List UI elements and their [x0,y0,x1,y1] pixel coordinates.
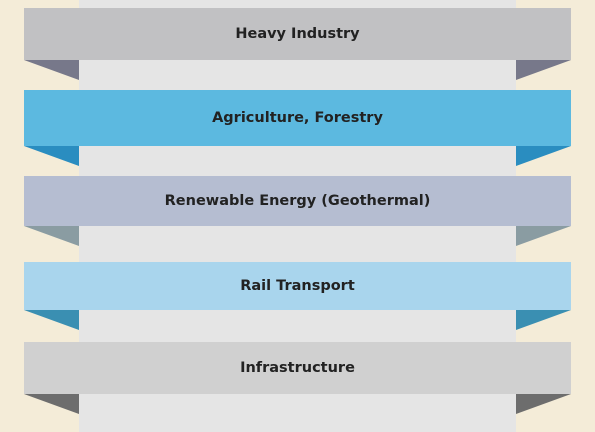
banner-label: Infrastructure [240,360,355,376]
fold-left [24,146,79,166]
banner-label: Heavy Industry [235,26,360,42]
fold-left [24,310,79,330]
banner [24,262,571,310]
banner [24,176,571,226]
fold-left [24,226,79,246]
fold-right [516,146,571,166]
fold-left [24,394,79,414]
ribbon: Rail Transport [24,262,571,330]
banner [24,90,571,146]
fold-right [516,310,571,330]
banner-label: Renewable Energy (Geothermal) [165,193,431,209]
banner [24,342,571,394]
fold-right [516,60,571,80]
ribbon: Infrastructure [24,342,571,414]
fold-right [516,394,571,414]
banner-label: Agriculture, Forestry [212,110,383,126]
banner-label: Rail Transport [240,278,355,294]
fold-right [516,226,571,246]
fold-left [24,60,79,80]
ribbon: Heavy Industry [24,8,571,80]
ribbon: Renewable Energy (Geothermal) [24,176,571,246]
ribbon: Agriculture, Forestry [24,90,571,166]
banner [24,8,571,60]
